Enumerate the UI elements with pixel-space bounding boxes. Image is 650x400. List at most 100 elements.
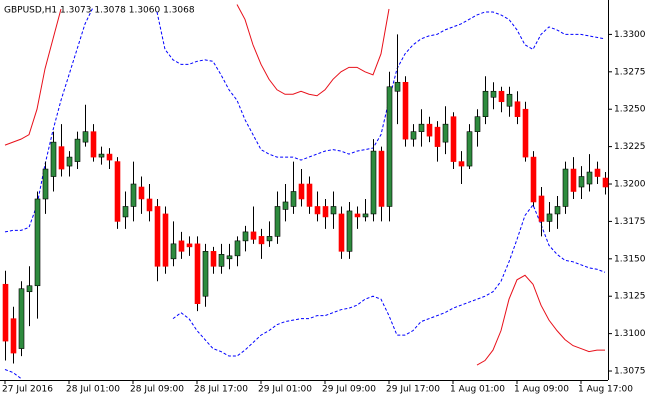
candle-body xyxy=(602,177,609,188)
candle-body xyxy=(394,81,401,92)
x-tick-label: 29 Jul 01:00 xyxy=(258,385,312,395)
candle-body xyxy=(210,251,217,267)
candle-body xyxy=(330,206,337,215)
candle-body xyxy=(530,156,537,203)
candle-body xyxy=(154,206,161,267)
band-line xyxy=(4,203,606,379)
candle-body xyxy=(594,168,601,177)
candle-body xyxy=(402,81,409,140)
candle-body xyxy=(298,183,305,200)
candle-body xyxy=(314,206,321,215)
candle-body xyxy=(266,236,273,242)
candle-body xyxy=(522,108,529,158)
candle-body xyxy=(290,191,297,207)
band-line xyxy=(4,4,390,146)
candle-body xyxy=(362,213,369,218)
candle-body xyxy=(66,156,73,167)
candle-body xyxy=(370,150,377,215)
y-tick-label: 1.3100 xyxy=(614,329,646,339)
x-tick-label: 29 Jul 17:00 xyxy=(386,385,440,395)
candle-body xyxy=(218,254,225,267)
x-tick-label: 1 Aug 01:00 xyxy=(450,385,505,395)
candle-body xyxy=(34,198,41,287)
y-tick-label: 1.3300 xyxy=(614,30,646,40)
candle-body xyxy=(418,123,425,132)
candle-body xyxy=(10,318,17,354)
candle-body xyxy=(194,243,201,305)
candle-body xyxy=(378,150,385,207)
candle-body xyxy=(450,116,457,162)
candle-body xyxy=(442,123,449,143)
candle-body xyxy=(50,141,57,177)
candle-body xyxy=(2,283,9,342)
candle-body xyxy=(538,195,545,222)
candle-body xyxy=(146,198,153,212)
candle-body xyxy=(426,123,433,137)
candle-body xyxy=(130,183,137,207)
candle-body xyxy=(578,176,585,188)
candle-body xyxy=(354,213,361,218)
candle-body xyxy=(586,171,593,185)
x-tick-label: 27 Jul 2016 xyxy=(2,385,53,395)
candle-body xyxy=(570,168,577,192)
y-tick-label: 1.3175 xyxy=(614,217,646,227)
candle-body xyxy=(490,90,497,98)
candle-body xyxy=(258,236,265,245)
candle-body xyxy=(466,131,473,167)
candle-body xyxy=(82,131,89,143)
y-tick-label: 1.3250 xyxy=(614,105,646,115)
candle-body xyxy=(234,240,241,257)
y-tick-label: 1.3125 xyxy=(614,292,646,302)
y-tick-label: 1.3150 xyxy=(614,254,646,264)
candle-body xyxy=(546,213,553,222)
x-tick-label: 28 Jul 09:00 xyxy=(130,385,184,395)
candle-body xyxy=(282,201,289,210)
band-line xyxy=(4,7,606,233)
candle-body xyxy=(410,131,417,140)
candle-body xyxy=(338,213,345,252)
y-tick-label: 1.3200 xyxy=(614,180,646,190)
candle-body xyxy=(226,255,233,260)
candle-body xyxy=(138,186,145,200)
x-tick-label: 29 Jul 09:00 xyxy=(322,385,376,395)
y-tick-label: 1.3075 xyxy=(614,367,646,377)
candle-body xyxy=(322,206,329,218)
candle-body xyxy=(386,86,393,207)
candle-body xyxy=(186,243,193,248)
candle-body xyxy=(42,168,49,200)
candle-body xyxy=(58,146,65,170)
candle-body xyxy=(90,131,97,158)
y-tick-label: 1.3275 xyxy=(614,67,646,77)
candle-body xyxy=(242,231,249,242)
candle-body xyxy=(474,116,481,132)
candle-body xyxy=(170,243,177,260)
candle-body xyxy=(274,206,281,237)
candle-body xyxy=(498,90,505,103)
x-tick-label: 28 Jul 01:00 xyxy=(66,385,120,395)
chart-title: GBPUSD,H1 1.3073 1.3078 1.3060 1.3068 xyxy=(4,6,195,16)
candle-body xyxy=(122,206,129,218)
candle-body xyxy=(306,183,313,207)
x-tick-label: 1 Aug 09:00 xyxy=(514,385,569,395)
candle-body xyxy=(162,213,169,267)
candle-body xyxy=(98,153,105,158)
candle-body xyxy=(74,138,81,162)
candle-body xyxy=(554,206,561,215)
x-tick-label: 28 Jul 17:00 xyxy=(194,385,248,395)
candle-body xyxy=(506,93,513,107)
candle-body xyxy=(106,153,113,161)
candle-body xyxy=(18,288,25,349)
candle-body xyxy=(346,210,353,252)
candle-body xyxy=(114,161,121,222)
y-tick-label: 1.3225 xyxy=(614,142,646,152)
candle-body xyxy=(482,90,489,117)
candle-body xyxy=(202,251,209,297)
candle-body xyxy=(26,285,33,293)
candle-body xyxy=(250,231,257,240)
band-line xyxy=(476,274,605,366)
x-tick-label: 1 Aug 17:00 xyxy=(578,385,633,395)
candle-body xyxy=(514,101,521,117)
candle-body xyxy=(434,126,441,147)
candle-body xyxy=(562,168,569,207)
